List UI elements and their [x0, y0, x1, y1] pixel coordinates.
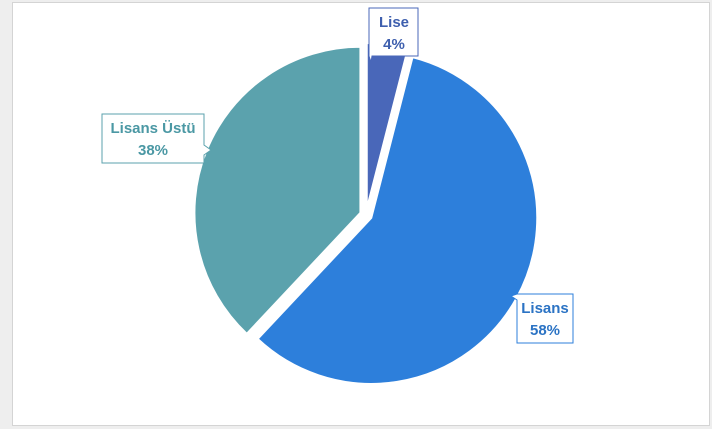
pie-slices	[193, 42, 539, 385]
slice-name-lise: Lise	[379, 14, 409, 31]
slice-name-lisans: Lisans	[521, 300, 569, 317]
data-label-lisans: Lisans 58%	[509, 293, 574, 344]
slice-name-lisans-ustu: Lisans Üstü	[110, 120, 195, 137]
slice-value-lise: 4%	[383, 36, 405, 53]
data-label-lise: Lise 4%	[368, 7, 419, 63]
callout-box-lisans	[509, 293, 574, 344]
callout-box-lisans-ustu	[101, 113, 212, 164]
slice-value-lisans: 58%	[530, 322, 560, 339]
callout-box-lise	[368, 7, 419, 63]
slice-value-lisans-ustu: 38%	[138, 142, 168, 159]
data-label-lisans-ustu: Lisans Üstü 38%	[101, 113, 212, 164]
